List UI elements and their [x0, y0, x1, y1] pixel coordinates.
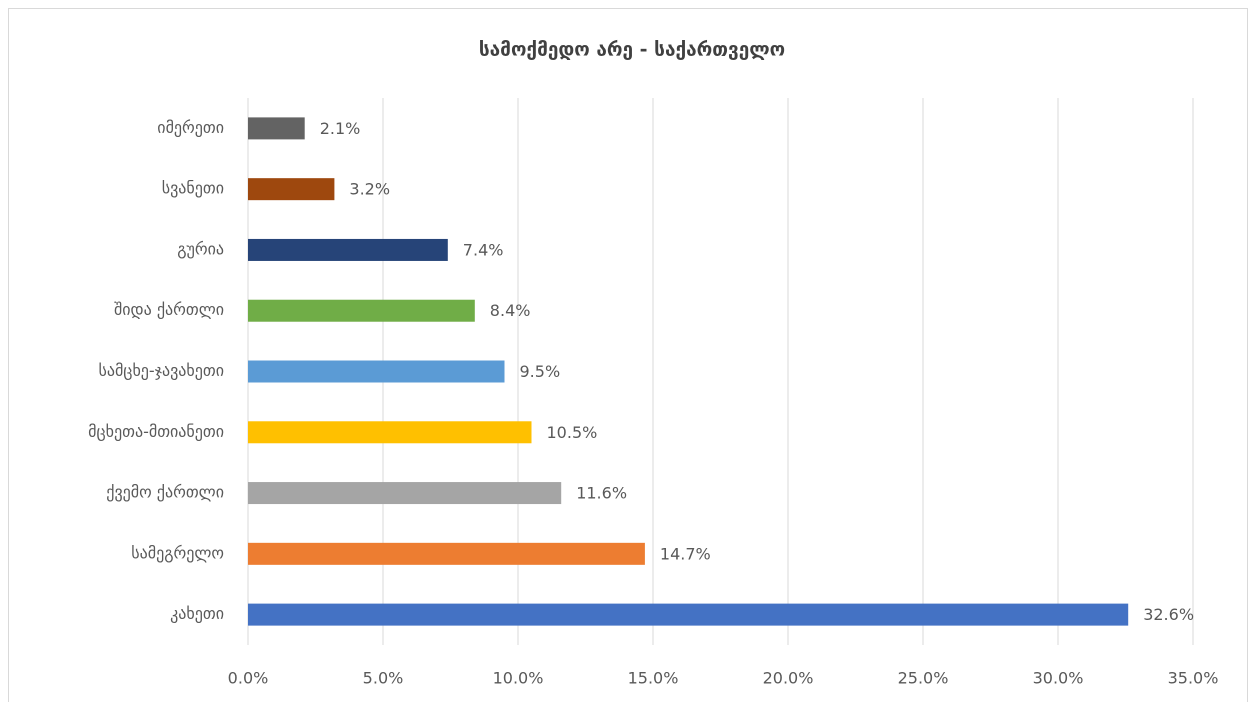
x-tick-label: 25.0%: [898, 669, 949, 688]
data-label: 2.1%: [320, 119, 361, 138]
x-tick-label: 35.0%: [1168, 669, 1219, 688]
y-tick-label: შიდა ქართლი: [114, 300, 224, 319]
bar: [248, 603, 1129, 626]
y-tick-label: გურია: [177, 239, 224, 258]
bar: [248, 542, 645, 565]
bar: [248, 360, 505, 383]
data-label: 14.7%: [660, 544, 711, 563]
bar: [248, 117, 305, 140]
data-label: 3.2%: [349, 180, 390, 199]
x-tick-label: 5.0%: [363, 669, 404, 688]
x-tick-label: 30.0%: [1033, 669, 1084, 688]
y-tick-label: სვანეთი: [162, 179, 224, 198]
y-tick-label: ქვემო ქართლი: [106, 483, 224, 502]
y-tick-label: სამეგრელო: [131, 543, 224, 562]
data-label: 10.5%: [547, 423, 598, 442]
data-label: 11.6%: [576, 484, 627, 503]
data-label: 9.5%: [520, 362, 561, 381]
chart-title: სამოქმედო არე - საქართველო: [479, 39, 785, 61]
y-tick-label: სამცხე-ჯავახეთი: [98, 361, 224, 380]
y-tick-label: იმერეთი: [157, 118, 224, 137]
x-tick-label: 20.0%: [763, 669, 814, 688]
data-label: 32.6%: [1143, 605, 1194, 624]
bar: [248, 178, 335, 201]
data-label: 7.4%: [463, 240, 504, 259]
bar: [248, 238, 448, 261]
bar: [248, 482, 562, 505]
x-tick-label: 15.0%: [628, 669, 679, 688]
y-tick-label: კახეთი: [170, 604, 224, 623]
bar: [248, 421, 532, 444]
y-tick-label: მცხეთა-მთიანეთი: [88, 422, 224, 441]
x-tick-label: 10.0%: [493, 669, 544, 688]
x-tick-label: 0.0%: [228, 669, 269, 688]
bar: [248, 299, 475, 322]
chart-frame: [8, 8, 1248, 702]
data-label: 8.4%: [490, 301, 531, 320]
